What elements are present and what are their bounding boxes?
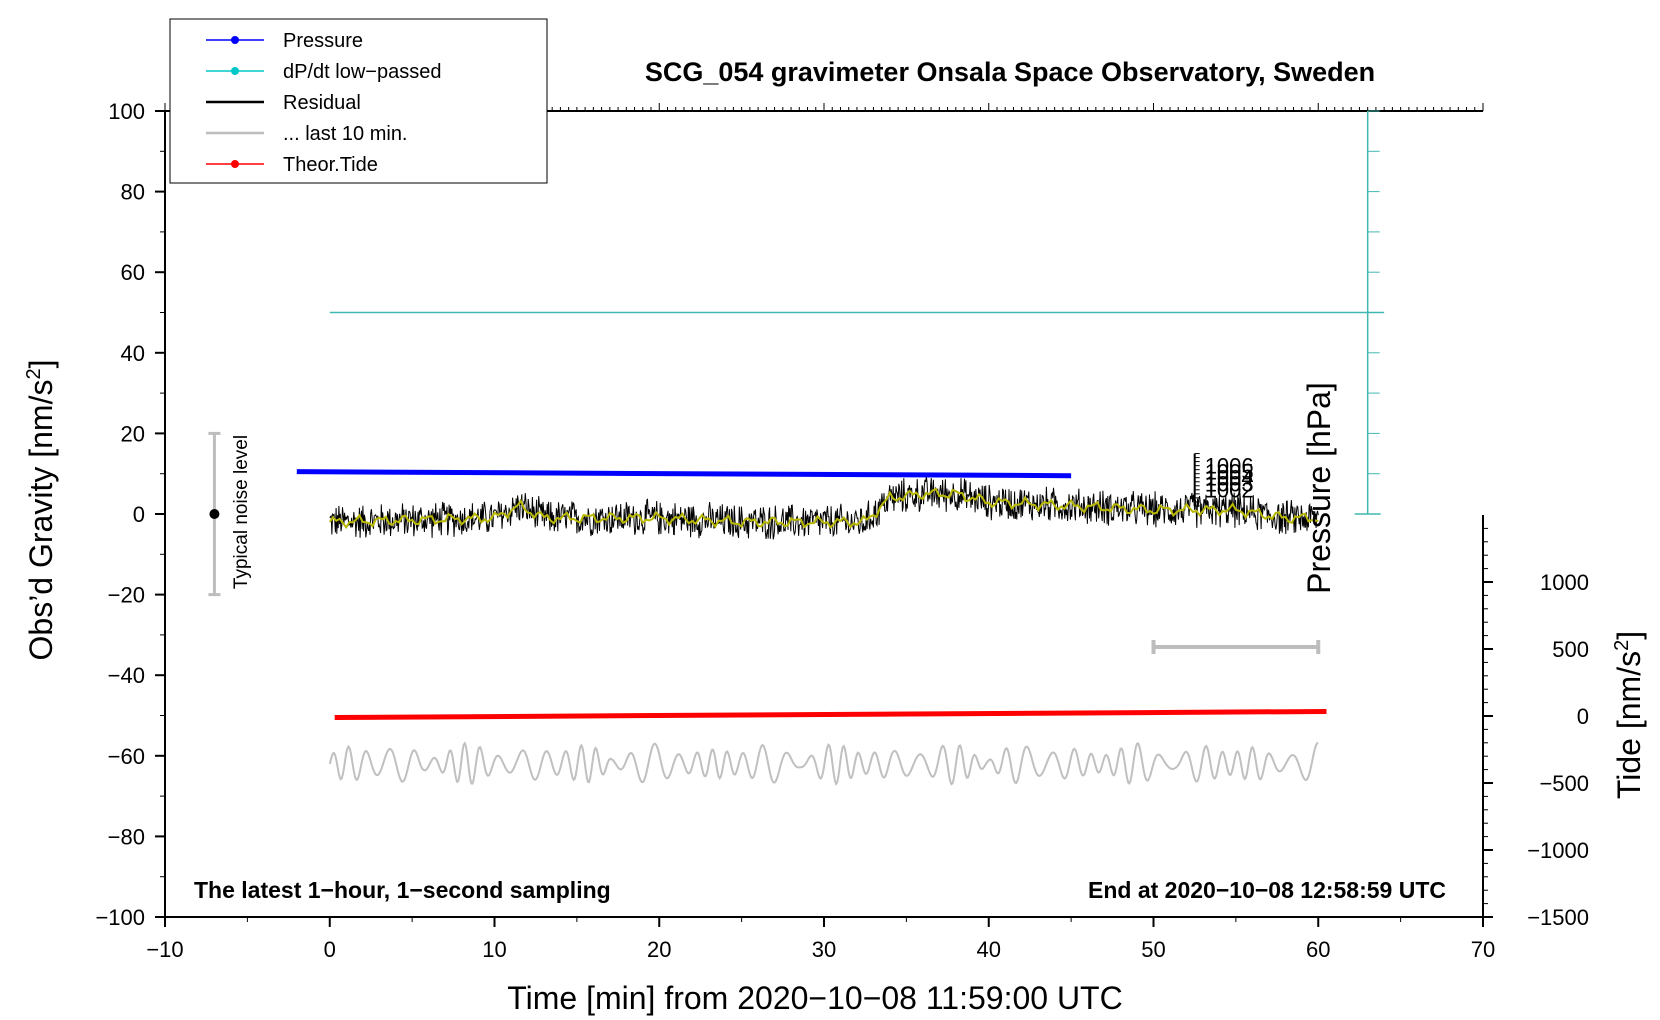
- x-tick-label: 50: [1141, 937, 1165, 962]
- x-axis-title: Time [min] from 2020−10−08 11:59:00 UTC: [507, 980, 1122, 1016]
- x-tick-label: 0: [324, 937, 336, 962]
- y-tick-label: −60: [108, 744, 145, 769]
- y2-tick-label: −500: [1539, 771, 1589, 796]
- legend-marker: [231, 160, 239, 168]
- sampling-note: The latest 1−hour, 1−second sampling: [194, 877, 611, 903]
- y2-tick-label: 500: [1552, 637, 1589, 662]
- y-tick-label: 20: [121, 421, 145, 446]
- pressure-tick-label: 1004: [1205, 466, 1254, 491]
- y-tick-label: −80: [108, 824, 145, 849]
- legend-label: Residual: [283, 92, 361, 114]
- legend-label: dP/dt low−passed: [283, 61, 441, 83]
- x-tick-label: 70: [1471, 937, 1495, 962]
- y-tick-label: 40: [121, 341, 145, 366]
- y2-tick-label: −1500: [1527, 905, 1589, 930]
- pressure-tick-label: 1005: [1205, 460, 1254, 485]
- legend: Pressure dP/dt low−passed Residual ... last…: [169, 18, 548, 184]
- y-tick-label: 80: [121, 180, 145, 205]
- x-tick-label: 20: [647, 937, 671, 962]
- legend-label: ... last 10 min.: [283, 123, 408, 145]
- end-time-note: End at 2020−10−08 12:58:59 UTC: [1088, 877, 1446, 903]
- y-tick-label: 100: [108, 99, 145, 124]
- y2-tick-label: 1000: [1540, 570, 1589, 595]
- legend-label: Pressure: [283, 30, 363, 52]
- y2-axis-title: Tide [nm/s2]: [1611, 631, 1647, 799]
- pressure-tick-label: 1006: [1205, 454, 1254, 479]
- noise-bar-center: [209, 509, 220, 519]
- legend-marker: [231, 36, 239, 44]
- y2-tick-label: 0: [1577, 704, 1589, 729]
- y-tick-label: −20: [108, 583, 145, 608]
- chart-title: SCG_054 gravimeter Onsala Space Observat…: [645, 57, 1375, 87]
- tide-series: [334, 708, 1327, 721]
- residual-smoothed-series: [328, 487, 1319, 530]
- x-tick-label: 30: [812, 937, 836, 962]
- y-axis-title: Obs’d Gravity [nm/s2]: [23, 360, 59, 661]
- pressure-tick-label: 1003: [1205, 472, 1254, 497]
- x-tick-label: −10: [146, 937, 183, 962]
- x-tick-label: 10: [482, 937, 506, 962]
- x-tick-label: 60: [1306, 937, 1330, 962]
- pressure-axis-title: Pressure [hPa]: [1301, 382, 1337, 594]
- x-tick-label: 40: [977, 937, 1001, 962]
- y-tick-label: 0: [133, 502, 145, 527]
- y-tick-label: −40: [108, 663, 145, 688]
- residual-series: [329, 476, 1319, 540]
- legend-marker: [231, 67, 239, 75]
- y-tick-label: −100: [95, 905, 145, 930]
- y2-tick-label: −1000: [1527, 838, 1589, 863]
- legend-label: Theor.Tide: [283, 154, 378, 176]
- y-tick-label: 60: [121, 260, 145, 285]
- last10-series: [328, 741, 1319, 786]
- pressure-tick-label: 1002: [1205, 478, 1254, 503]
- pressure-series: [296, 469, 1072, 479]
- noise-label: Typical noise level: [231, 435, 252, 589]
